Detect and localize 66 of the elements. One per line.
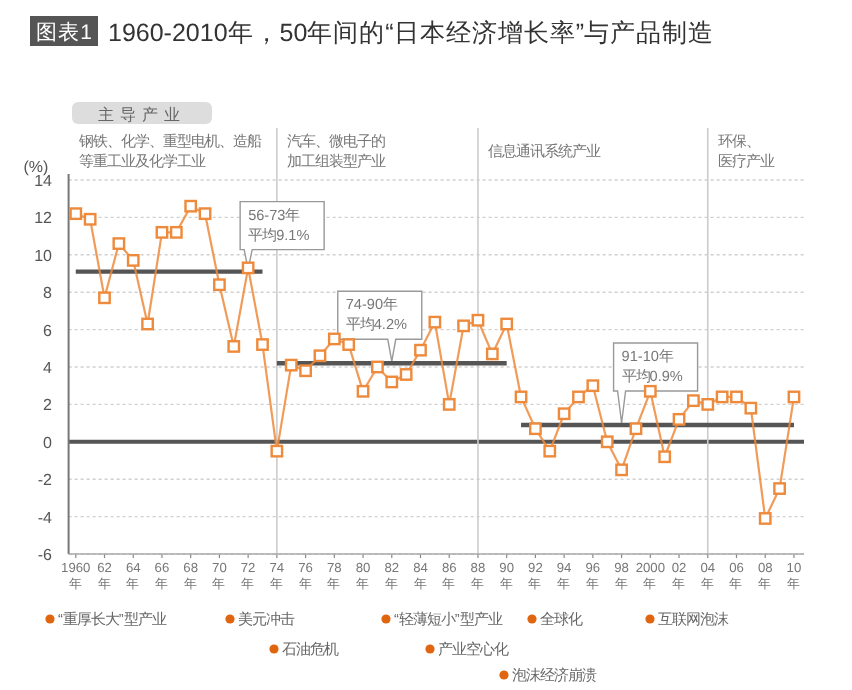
point — [730, 390, 743, 404]
point — [773, 482, 786, 495]
y-tick-label: -4 — [37, 508, 54, 527]
y-tick-label: 0 — [43, 433, 54, 452]
point — [758, 512, 772, 525]
point — [241, 261, 255, 275]
y-axis-title: (%) — [23, 158, 50, 176]
point — [615, 463, 628, 477]
y-tick-label: 6 — [43, 321, 54, 340]
point — [169, 225, 183, 239]
point — [715, 390, 729, 404]
point — [572, 390, 585, 404]
point — [629, 422, 643, 436]
point — [98, 291, 111, 305]
point — [184, 199, 198, 213]
point — [69, 207, 83, 221]
point — [543, 444, 557, 458]
point — [701, 398, 715, 411]
point — [744, 401, 758, 415]
y-tick-label: 8 — [43, 284, 54, 303]
point — [227, 340, 241, 353]
point — [557, 407, 571, 421]
point — [586, 379, 600, 393]
y-tick-label: 12 — [34, 209, 54, 228]
point — [112, 237, 126, 250]
point — [643, 384, 657, 398]
point — [126, 254, 140, 267]
point — [514, 390, 528, 404]
text: 主导产业 — [98, 106, 186, 124]
point — [442, 398, 456, 411]
point — [141, 317, 154, 331]
point — [213, 278, 226, 292]
point — [457, 319, 470, 333]
point — [500, 317, 514, 331]
point — [270, 444, 284, 458]
y-tick-label: 10 — [34, 246, 54, 265]
point — [299, 364, 312, 378]
point — [658, 450, 672, 464]
point — [428, 315, 442, 329]
point — [385, 375, 399, 389]
point — [371, 360, 384, 374]
point — [342, 338, 356, 351]
point — [672, 412, 686, 426]
point — [485, 347, 499, 361]
point — [313, 349, 327, 363]
point — [198, 207, 212, 221]
chart-title: 1960-2010年，50年间的“日本经济增长率”与产品制造 — [108, 17, 715, 47]
point — [256, 338, 269, 351]
point — [155, 225, 169, 239]
y-tick-label: 14 — [34, 172, 54, 190]
point — [687, 394, 700, 408]
y-tick-label: 4 — [43, 359, 54, 377]
point — [414, 343, 427, 357]
text: 图表1 — [36, 19, 93, 45]
point — [284, 358, 298, 372]
point — [399, 368, 413, 381]
point — [600, 435, 614, 449]
y-tick-label: -2 — [37, 471, 54, 490]
point — [787, 390, 801, 404]
point — [327, 332, 341, 346]
point — [529, 422, 542, 436]
point — [356, 384, 370, 398]
y-tick-label: 2 — [43, 396, 54, 415]
y-tick-label: -6 — [37, 546, 54, 564]
point — [83, 212, 97, 226]
point — [471, 313, 485, 327]
